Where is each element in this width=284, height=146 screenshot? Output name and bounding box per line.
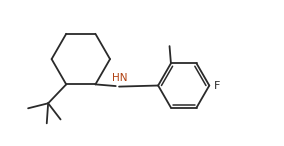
Text: F: F (214, 80, 220, 91)
Text: HN: HN (112, 73, 127, 83)
